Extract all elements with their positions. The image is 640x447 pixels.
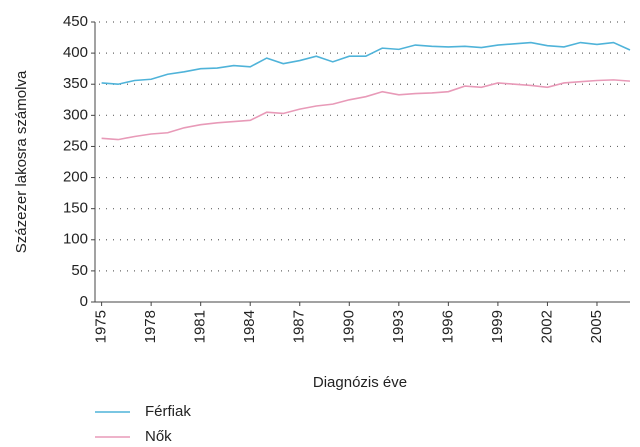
y-tick-label: 50: [71, 262, 88, 279]
x-tick-label: 1987: [291, 310, 308, 343]
x-tick-label: 1978: [142, 310, 159, 343]
y-tick-label: 350: [63, 75, 88, 92]
y-tick-label: 400: [63, 44, 88, 61]
x-tick-label: 1990: [340, 310, 357, 343]
x-tick-label: 2005: [588, 310, 605, 343]
x-tick-label: 1984: [241, 310, 258, 343]
series-line: [101, 41, 631, 86]
legend-label: Férfiak: [145, 403, 191, 420]
y-tick-label: 0: [80, 293, 88, 310]
x-tick-label: 1999: [489, 310, 506, 343]
x-axis-title: Diagnózis éve: [313, 374, 407, 391]
x-tick-label: 2002: [538, 310, 555, 343]
y-axis-title: Százezer lakosra számolva: [13, 70, 30, 253]
y-tick-label: 250: [63, 137, 88, 154]
legend-label: Nők: [145, 428, 172, 445]
y-tick-label: 150: [63, 200, 88, 217]
y-tick-label: 100: [63, 231, 88, 248]
y-tick-label: 450: [63, 13, 88, 30]
x-tick-label: 1975: [93, 310, 110, 343]
y-tick-label: 200: [63, 169, 88, 186]
x-tick-label: 1993: [390, 310, 407, 343]
x-tick-label: 1981: [192, 310, 209, 343]
x-tick-label: 1996: [439, 310, 456, 343]
series-line: [101, 79, 631, 141]
y-tick-label: 300: [63, 106, 88, 123]
